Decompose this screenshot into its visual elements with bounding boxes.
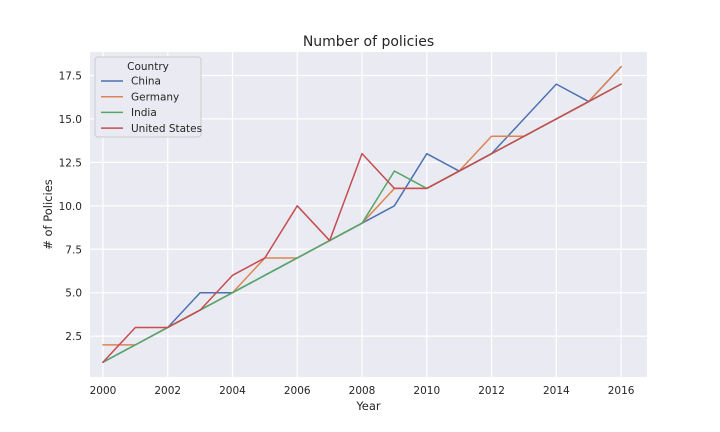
x-tick-label: 2014 xyxy=(543,385,570,397)
x-axis-label: Year xyxy=(355,399,381,413)
y-tick-label: 7.5 xyxy=(65,244,82,256)
chart-title: Number of policies xyxy=(303,34,434,50)
x-tick-label: 2016 xyxy=(608,385,635,397)
legend-label: Germany xyxy=(131,91,179,103)
legend-label: China xyxy=(131,76,161,88)
series-line-united-states xyxy=(102,83,622,363)
x-tick-label: 2012 xyxy=(478,385,505,397)
y-tick-label: 5.0 xyxy=(65,288,82,300)
grid xyxy=(90,52,647,377)
legend-label: India xyxy=(131,107,157,119)
x-tick-label: 2000 xyxy=(90,385,117,397)
legend-label: United States xyxy=(131,123,202,135)
x-tick-label: 2004 xyxy=(219,385,246,397)
y-tick-label: 2.5 xyxy=(65,331,82,343)
y-tick-label: 12.5 xyxy=(59,157,82,169)
legend-box xyxy=(94,56,202,138)
y-axis-label: # of Policies xyxy=(41,179,55,250)
x-tick-label: 2008 xyxy=(349,385,376,397)
legend-entries: China Germany India United States xyxy=(101,76,202,135)
y-tick-label: 10.0 xyxy=(59,201,82,213)
x-axis-ticks: 2000 2002 2004 2006 2008 2010 2012 2014 2016 xyxy=(90,385,635,397)
legend: Country China Germany India United States xyxy=(94,56,202,138)
legend-title: Country xyxy=(127,61,169,73)
x-tick-label: 2002 xyxy=(154,385,181,397)
y-tick-label: 17.5 xyxy=(59,70,82,82)
x-tick-label: 2006 xyxy=(284,385,311,397)
y-axis-ticks: 2.5 5.0 7.5 10.0 12.5 15.0 17.5 xyxy=(59,70,82,343)
y-tick-label: 15.0 xyxy=(59,114,82,126)
x-tick-label: 2010 xyxy=(413,385,440,397)
series-lines xyxy=(102,66,622,363)
